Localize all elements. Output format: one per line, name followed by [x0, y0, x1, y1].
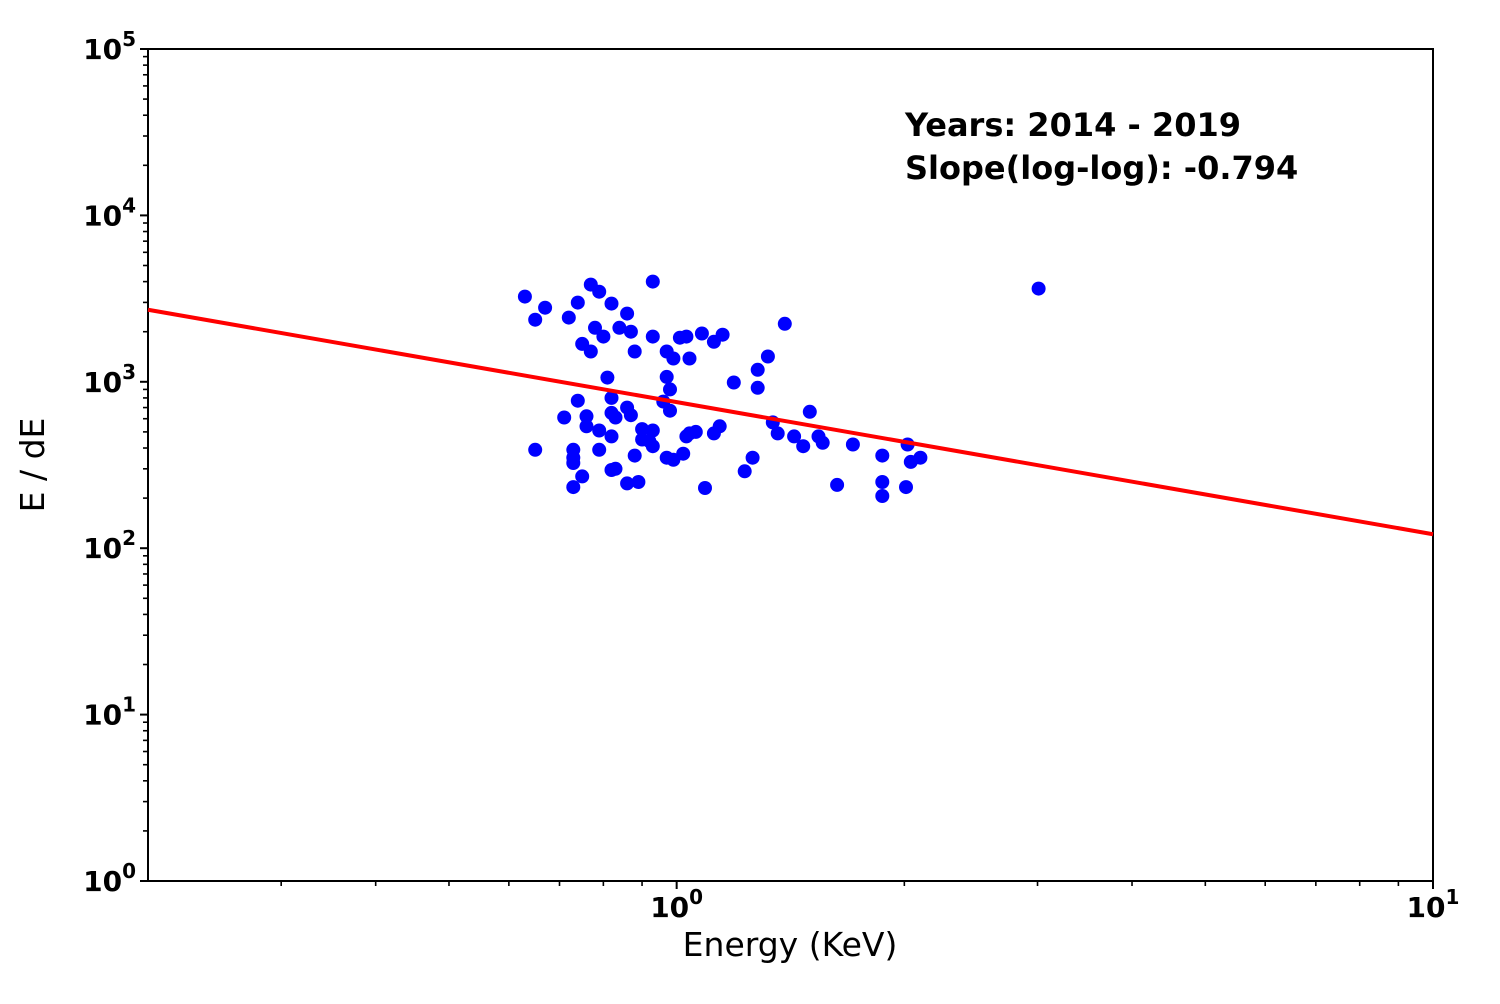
data-point — [528, 442, 543, 457]
data-point — [604, 296, 619, 311]
data-point — [575, 469, 590, 484]
data-point — [604, 429, 619, 444]
data-point — [760, 349, 775, 364]
data-point — [645, 423, 660, 438]
data-point — [666, 351, 681, 366]
data-point — [750, 362, 765, 377]
data-point — [845, 437, 860, 452]
y-tick-label: 104 — [83, 193, 136, 232]
data-point — [676, 446, 691, 461]
x-tick-label: 100 — [650, 885, 703, 924]
major-ticks — [140, 48, 1434, 889]
data-point — [579, 419, 594, 434]
data-point — [796, 439, 811, 454]
data-point — [679, 429, 694, 444]
data-point — [627, 344, 642, 359]
data-point — [663, 403, 677, 418]
data-point — [620, 476, 635, 491]
y-tick-label: 103 — [83, 360, 136, 399]
plot-border — [147, 48, 1434, 882]
data-point — [570, 295, 585, 310]
data-point — [875, 475, 890, 489]
data-point — [770, 426, 785, 441]
data-point — [631, 475, 646, 489]
data-point — [815, 435, 830, 450]
y-tick-label: 105 — [83, 27, 136, 66]
data-point — [557, 410, 572, 425]
data-point — [635, 422, 650, 437]
data-point — [517, 289, 532, 304]
data-point — [600, 370, 615, 385]
data-point — [679, 329, 694, 344]
data-point — [698, 481, 712, 495]
data-point — [787, 429, 802, 444]
x-tick-label: 101 — [1407, 885, 1460, 924]
data-point — [608, 410, 623, 425]
data-point — [596, 329, 611, 344]
data-point — [583, 344, 598, 359]
data-point — [737, 464, 752, 479]
data-point — [620, 306, 635, 321]
data-point — [623, 324, 638, 339]
data-point — [588, 320, 602, 335]
data-point — [899, 480, 913, 495]
data-point — [745, 450, 760, 465]
data-point — [913, 450, 928, 465]
data-point — [592, 442, 607, 457]
data-point — [830, 477, 845, 492]
data-point — [1031, 281, 1046, 296]
data-point — [608, 461, 623, 476]
data-point — [682, 351, 697, 366]
annotation-years: Years: 2014 - 2019 — [904, 106, 1241, 144]
data-point — [750, 380, 765, 395]
y-tick-label: 100 — [83, 859, 136, 898]
data-point — [570, 393, 585, 408]
data-point — [604, 390, 619, 405]
data-point — [592, 423, 607, 438]
data-point — [712, 419, 727, 434]
data-point — [715, 327, 730, 342]
data-point — [802, 404, 817, 419]
data-point — [627, 448, 642, 463]
y-axis-label: E / dE — [13, 418, 52, 513]
data-point — [561, 310, 576, 325]
data-point — [579, 409, 594, 424]
data-point — [726, 375, 741, 390]
data-point — [538, 300, 553, 315]
data-point — [645, 274, 660, 289]
data-point — [612, 320, 627, 335]
y-tick-label: 101 — [83, 693, 136, 732]
data-point — [875, 489, 890, 503]
data-point — [528, 312, 543, 327]
data-point — [663, 382, 677, 397]
x-axis-label: Energy (KeV) — [683, 925, 898, 964]
data-point — [645, 329, 660, 344]
scatter-points — [517, 274, 1046, 503]
y-tick-label: 102 — [83, 526, 136, 565]
data-point — [645, 439, 660, 454]
data-point — [566, 480, 581, 495]
data-point — [592, 284, 607, 299]
annotation-slope: Slope(log-log): -0.794 — [905, 149, 1298, 187]
fit-line — [147, 307, 1434, 537]
data-point — [777, 316, 792, 331]
data-point — [875, 448, 890, 463]
data-point — [659, 369, 674, 384]
data-point — [694, 326, 709, 341]
minor-ticks — [143, 55, 1400, 886]
data-point — [623, 408, 638, 423]
tick-labels: 100 101 100 101 102 103 104 105 — [83, 27, 1459, 924]
data-point — [566, 456, 581, 470]
